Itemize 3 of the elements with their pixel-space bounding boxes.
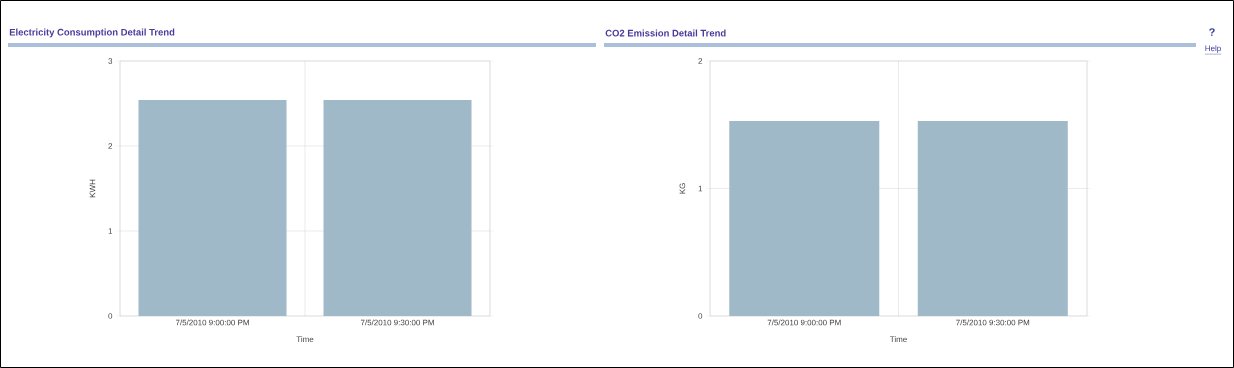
chart-title: CO2 Emission Detail Trend [605, 29, 726, 37]
text: ? [1209, 28, 1215, 36]
chart-title: Electricity Consumption Detail Trend [9, 28, 175, 38]
